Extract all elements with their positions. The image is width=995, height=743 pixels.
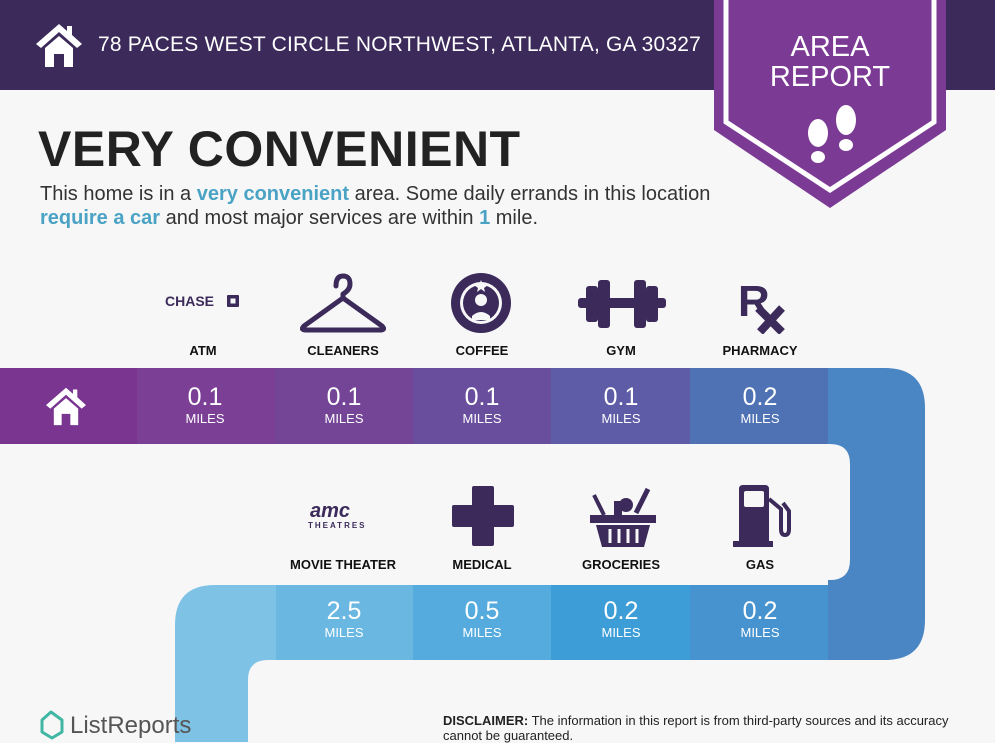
- category-label: CLEANERS: [307, 343, 379, 358]
- distance-pharmacy: 0.2 MILES: [691, 383, 829, 427]
- property-address: 78 PACES WEST CIRCLE NORTHWEST, ATLANTA,…: [98, 33, 702, 56]
- path-cell: [690, 585, 828, 660]
- distance-value: 2.5: [326, 597, 362, 625]
- distance-value: 0.1: [326, 383, 362, 411]
- distance-value: 0.2: [742, 597, 778, 625]
- listreports-brand: ListReports: [70, 712, 192, 739]
- desc-highlight: 1: [479, 207, 491, 229]
- amc-logo: amc THEATRES: [308, 500, 367, 530]
- home-icon: [46, 387, 86, 426]
- distance-value: 0.5: [464, 597, 500, 625]
- category-label: ATM: [189, 343, 217, 358]
- category-label: GYM: [606, 343, 636, 358]
- desc-text: and most major services are within: [160, 207, 480, 229]
- distance-medical: 0.5 MILES: [413, 597, 551, 641]
- distance-value: 0.2: [603, 597, 639, 625]
- path-cell: [413, 585, 551, 660]
- distance-gas: 0.2 MILES: [691, 597, 829, 641]
- distance-movie-theater: 2.5 MILES: [275, 597, 413, 641]
- path-cell: [275, 368, 413, 444]
- distance-cleaners: 0.1 MILES: [275, 383, 413, 427]
- distance-gym: 0.1 MILES: [552, 383, 690, 427]
- starbucks-logo: [451, 273, 511, 333]
- distance-coffee: 0.1 MILES: [413, 383, 551, 427]
- distance-value: 0.1: [464, 383, 500, 411]
- category-label: PHARMACY: [722, 343, 798, 358]
- badge-line-1: AREA: [790, 31, 870, 63]
- area-report-badge: [714, 0, 946, 208]
- medical-cross-icon: [452, 486, 514, 546]
- svg-text:CHASE: CHASE: [165, 293, 214, 309]
- footprints-icon: [808, 105, 856, 163]
- path-cell: [137, 368, 275, 444]
- path-cell: [551, 368, 690, 444]
- desc-text: This home is in a: [40, 183, 197, 205]
- path-cell: [690, 368, 828, 444]
- disclaimer: DISCLAIMER: The information in this repo…: [443, 713, 973, 743]
- distance-unit: MILES: [462, 411, 502, 426]
- distance-unit: MILES: [601, 411, 641, 426]
- category-label: GAS: [745, 557, 775, 572]
- desc-highlight: very convenient: [196, 183, 350, 205]
- chase-logo: CHASE: [165, 293, 239, 309]
- grocery-basket-icon: [590, 487, 656, 547]
- distance-value: 0.1: [603, 383, 639, 411]
- svg-text:amc: amc: [310, 500, 350, 522]
- desc-highlight: require a car: [40, 207, 161, 229]
- distance-unit: MILES: [740, 625, 780, 640]
- path-cell: [413, 368, 551, 444]
- desc-text: mile.: [490, 207, 539, 229]
- description: This home is in a very convenient area. …: [40, 182, 720, 230]
- category-label: COFFEE: [455, 343, 509, 358]
- distance-value: 0.2: [742, 383, 778, 411]
- distance-unit: MILES: [324, 625, 364, 640]
- hanger-icon: [300, 273, 386, 333]
- gas-pump-icon: [733, 485, 791, 547]
- listreports-logo-icon: [40, 710, 64, 740]
- path-cell: [276, 585, 413, 660]
- distance-unit: MILES: [324, 411, 364, 426]
- rx-icon: R: [738, 277, 785, 334]
- desc-text: area. Some daily errands in this locatio…: [349, 183, 711, 205]
- page-title: VERY CONVENIENT: [38, 121, 521, 177]
- path-bend-left: [175, 585, 276, 742]
- distance-unit: MILES: [601, 625, 641, 640]
- distance-value: 0.1: [187, 383, 223, 411]
- path-cell: [551, 585, 690, 660]
- distance-unit: MILES: [740, 411, 780, 426]
- badge-line-2: REPORT: [769, 61, 891, 93]
- home-icon: [36, 24, 82, 67]
- svg-text:THEATRES: THEATRES: [308, 521, 367, 530]
- disclaimer-label: DISCLAIMER:: [443, 713, 529, 728]
- distance-atm: 0.1 MILES: [136, 383, 274, 427]
- disclaimer-text: The information in this report is from t…: [443, 713, 949, 743]
- distance-groceries: 0.2 MILES: [552, 597, 690, 641]
- category-label: MEDICAL: [452, 557, 512, 572]
- dumbbell-icon: [578, 280, 666, 328]
- category-label: MOVIE THEATER: [290, 557, 396, 572]
- category-label: GROCERIES: [581, 557, 660, 572]
- path-bend-right: [828, 368, 925, 660]
- distance-unit: MILES: [185, 411, 225, 426]
- distance-unit: MILES: [462, 625, 502, 640]
